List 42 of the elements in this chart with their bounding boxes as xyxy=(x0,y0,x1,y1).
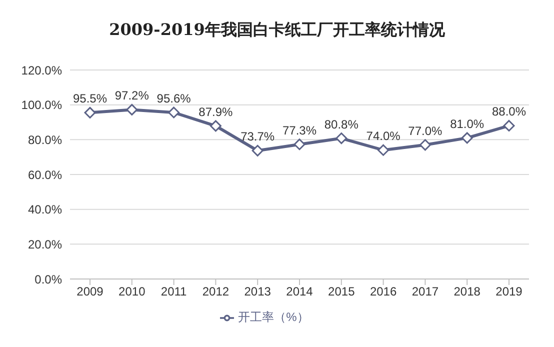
point xyxy=(210,120,222,132)
y-tick-label: 0.0% xyxy=(34,272,62,286)
x-tick-label: 2018 xyxy=(454,284,481,299)
x-tick-label: 2019 xyxy=(496,284,523,299)
x-tick-label: 2012 xyxy=(202,284,230,299)
x-tick-label: 2013 xyxy=(244,284,272,299)
data-label: 77.0% xyxy=(408,124,443,138)
data-label: 81.0% xyxy=(450,116,484,131)
legend-label: 开工率（%） xyxy=(238,310,309,324)
x-tick-label: 2009 xyxy=(76,284,104,299)
data-label: 74.0% xyxy=(366,129,401,144)
x-tick-label: 2011 xyxy=(160,284,188,299)
point xyxy=(84,106,96,118)
y-tick-label: 40.0% xyxy=(28,202,62,217)
data-label: 80.8% xyxy=(324,117,359,132)
x-tick-label: 2014 xyxy=(286,284,314,299)
point xyxy=(336,132,348,144)
data-label: 88.0% xyxy=(492,104,526,119)
y-tick-label: 120.0% xyxy=(21,63,62,78)
x-tick-label: 2017 xyxy=(412,284,439,299)
x-tick-label: 2016 xyxy=(370,284,397,299)
y-tick-label: 60.0% xyxy=(28,168,62,182)
point xyxy=(419,139,431,151)
data-label: 97.2% xyxy=(114,88,150,103)
data-label: 77.3% xyxy=(282,123,317,138)
data-label: 95.6% xyxy=(156,91,192,106)
x-tick-label: 2010 xyxy=(118,284,146,299)
point xyxy=(168,106,180,118)
point xyxy=(294,138,306,150)
data-label: 73.7% xyxy=(240,130,275,144)
y-tick-label: 100.0% xyxy=(21,98,62,112)
data-label: 95.5% xyxy=(72,92,108,106)
chart-title: 2009-2019年我国白卡纸工厂开工率统计情况 xyxy=(108,20,446,41)
x-tick-label: 2015 xyxy=(328,284,356,299)
point xyxy=(126,104,138,116)
y-tick-label: 20.0% xyxy=(28,237,62,252)
point xyxy=(461,132,473,144)
point xyxy=(503,120,515,132)
point xyxy=(252,144,264,156)
data-label: 87.9% xyxy=(198,104,234,119)
y-tick-label: 80.0% xyxy=(28,132,62,147)
point xyxy=(378,144,390,156)
